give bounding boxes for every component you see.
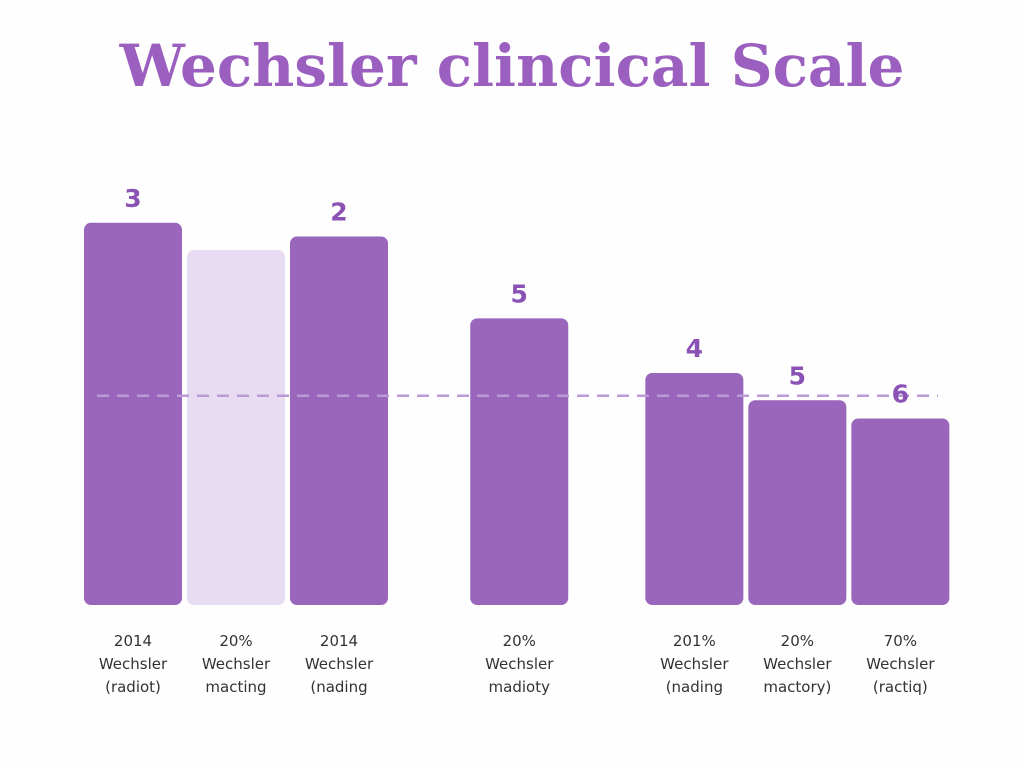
category-label-6-line-3: mactory): [763, 678, 831, 696]
category-label-1-line-2: Wechsler: [99, 655, 168, 673]
category-label-2-line-3: macting: [205, 678, 266, 696]
value-label-7: 6: [892, 379, 909, 408]
category-label-6-line-2: Wechsler: [763, 655, 832, 673]
category-label-4-line-3: madioty: [489, 678, 551, 696]
bar-3: [290, 236, 388, 605]
category-label-7-line-1: 70%: [884, 632, 917, 650]
category-label-3-line-1: 2014: [320, 632, 358, 650]
value-label-3: 2: [330, 197, 347, 226]
value-label-4: 5: [511, 279, 528, 308]
category-label-3-line-2: Wechsler: [305, 655, 374, 673]
category-label-4-line-2: Wechsler: [485, 655, 554, 673]
bar-2: [187, 250, 285, 605]
category-label-1-line-3: (radiot): [105, 678, 161, 696]
value-label-6: 5: [789, 361, 806, 390]
category-label-6-line-1: 20%: [781, 632, 814, 650]
category-label-5-line-3: (nading: [666, 678, 723, 696]
category-label-1-line-1: 2014: [114, 632, 152, 650]
bar-4: [470, 318, 569, 605]
category-label-7-line-3: (ractiq): [873, 678, 928, 696]
bar-7: [851, 418, 950, 605]
value-label-5: 4: [686, 334, 703, 363]
category-label-2-line-2: Wechsler: [202, 655, 271, 673]
bar-1: [84, 222, 182, 606]
bars-group: [84, 222, 950, 606]
value-labels-group: 3 2 5 4 5 6: [124, 184, 909, 409]
category-label-2-line-1: 20%: [219, 632, 252, 650]
value-label-1: 3: [124, 184, 141, 213]
bar-5: [645, 372, 744, 605]
category-labels-group: 2014 Wechsler (radiot) 20% Wechsler macting 20…: [99, 632, 935, 696]
category-label-5-line-1: 201%: [673, 632, 716, 650]
category-label-3-line-3: (nading: [310, 678, 367, 696]
category-label-4-line-1: 20%: [503, 632, 536, 650]
bar-6: [748, 400, 847, 605]
category-label-5-line-2: Wechsler: [660, 655, 729, 673]
chart-title: Wechsler clincical Scale: [119, 32, 905, 100]
category-label-7-line-2: Wechsler: [866, 655, 935, 673]
